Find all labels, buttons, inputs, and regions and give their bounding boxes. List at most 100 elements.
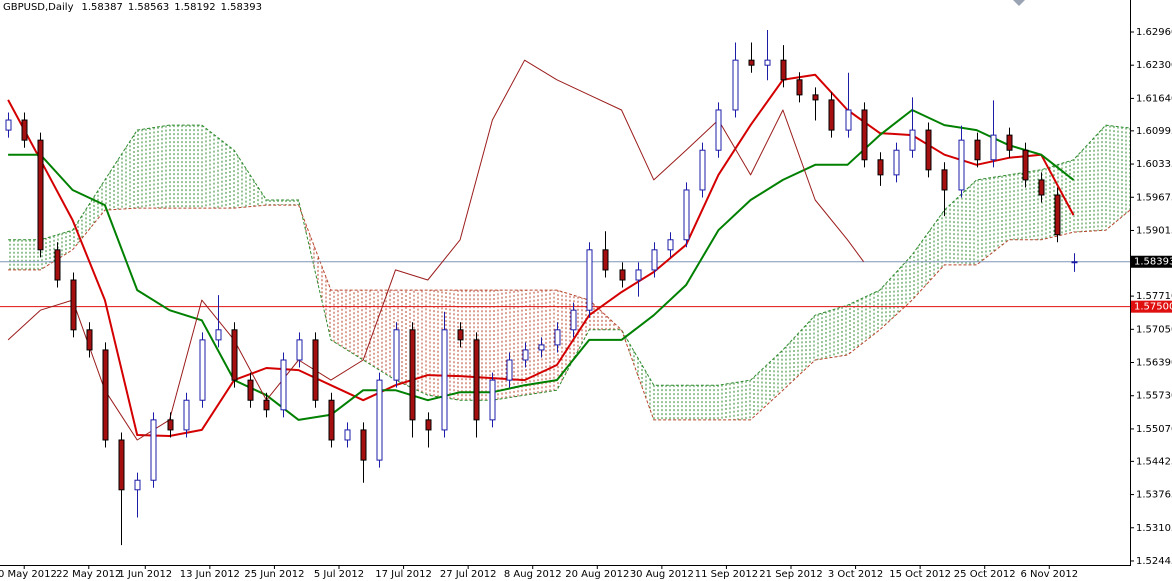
candle-body [861, 109, 868, 161]
candle-body [732, 59, 739, 111]
x-tick-label: 6 Nov 2012 [1020, 569, 1078, 580]
header-high: 1.58563 [128, 2, 169, 13]
y-tick-label: 1.56390 [1136, 358, 1172, 369]
x-tick-label: 25 Jun 2012 [244, 569, 304, 580]
x-tick-label: 5 Jul 2012 [314, 569, 364, 580]
chart-title: GBPUSD,Daily [3, 2, 74, 13]
candle-body [683, 189, 690, 241]
x-tick-label: 27 Jul 2012 [440, 569, 497, 580]
candle-body [21, 119, 28, 141]
x-tick-label: 30 Aug 2012 [630, 569, 694, 580]
candle-body [199, 339, 206, 401]
y-tick-label: 1.62300 [1136, 60, 1172, 71]
candle-body [167, 419, 174, 431]
y-tick-label: 1.55730 [1136, 391, 1172, 402]
candle-body [764, 59, 771, 66]
candle-body [748, 59, 755, 66]
plot [0, 29, 1130, 546]
candle-body [473, 339, 480, 421]
candle-body [1054, 194, 1061, 236]
candle-body [134, 479, 141, 491]
candle-body [118, 439, 125, 491]
span-b [8, 204, 1131, 421]
x-tick-label: 25 Oct 2012 [954, 569, 1016, 580]
candle-body [457, 329, 464, 341]
candle-body [215, 329, 222, 341]
y-tick-label: 1.59675 [1136, 192, 1172, 203]
candle-body [958, 139, 965, 191]
candle-body [812, 94, 819, 101]
price-label: 1.58393 [1134, 257, 1172, 268]
y-tick-label: 1.57050 [1136, 324, 1172, 335]
candle-body [909, 129, 916, 151]
x-tick-label: 8 Aug 2012 [504, 569, 562, 580]
candle-body [538, 344, 545, 351]
candle-body [925, 129, 932, 171]
candle-body [1038, 179, 1045, 196]
price-label-box [1131, 255, 1172, 268]
y-tick-label: 1.59015 [1136, 225, 1172, 236]
shift-marker [1013, 0, 1025, 6]
y-tick-label: 1.52445 [1136, 556, 1172, 567]
y-tick-label: 1.60335 [1136, 159, 1172, 170]
x-tick-label: 13 Jun 2012 [180, 569, 240, 580]
candle-body [635, 269, 642, 281]
candle-body [70, 279, 77, 331]
candle-body [86, 329, 93, 351]
x-tick-label: 17 Jul 2012 [375, 569, 432, 580]
candle-body [183, 399, 190, 431]
candle-body [796, 79, 803, 96]
candle-body [344, 429, 351, 441]
candle-body [941, 169, 948, 191]
candle-body [570, 309, 577, 331]
candle-body [667, 239, 674, 251]
candle-body [231, 329, 238, 381]
candle-body [974, 139, 981, 161]
candle-body [586, 249, 593, 311]
candle-body [651, 249, 658, 271]
candle-body [990, 134, 997, 161]
y-tick-label: 1.53105 [1136, 523, 1172, 534]
candle-body [522, 349, 529, 361]
candle-body [280, 359, 287, 411]
header-open: 1.58387 [82, 2, 123, 13]
level-label-box [1131, 300, 1172, 313]
candle-body [376, 379, 383, 461]
x-tick-label: 11 Sep 2012 [695, 569, 758, 580]
candle-body [328, 399, 335, 441]
header-close: 1.58393 [221, 2, 262, 13]
y-tick-label: 1.60995 [1136, 126, 1172, 137]
candle-body [425, 419, 432, 431]
y-tick-label: 1.53765 [1136, 490, 1172, 501]
candle-body [554, 329, 561, 346]
candle-body [102, 349, 109, 441]
candle-body [263, 399, 270, 411]
candle-body [54, 249, 61, 281]
candle-body [780, 59, 787, 81]
y-tick-label: 1.61640 [1136, 93, 1172, 104]
header: GBPUSD,Daily 1.58387 1.58563 1.58192 1.5839… [3, 2, 262, 13]
y-tick-label: 1.57710 [1136, 291, 1172, 302]
candle-body [845, 109, 852, 131]
x-tick-label: 20 Aug 2012 [565, 569, 629, 580]
candle-body [602, 249, 609, 271]
candle-body [312, 339, 319, 401]
candle-body [489, 379, 496, 421]
candle-body [1022, 149, 1029, 181]
candle-body [5, 119, 12, 131]
candle-body [150, 419, 157, 481]
x-tick-label: 22 May 2012 [56, 569, 121, 580]
y-tick-label: 1.55070 [1136, 424, 1172, 435]
candle-body [409, 329, 416, 421]
candle-body [715, 109, 722, 151]
y-tick-label: 1.62960 [1136, 27, 1172, 38]
x-tick-label: 3 Oct 2012 [828, 569, 883, 580]
header-low: 1.58192 [174, 2, 215, 13]
x-tick-label: 15 Oct 2012 [889, 569, 951, 580]
x-tick-label: 21 Sep 2012 [759, 569, 822, 580]
candle-body [877, 159, 884, 176]
candle-body [1071, 261, 1078, 264]
level-label: 1.57500 [1134, 302, 1172, 313]
